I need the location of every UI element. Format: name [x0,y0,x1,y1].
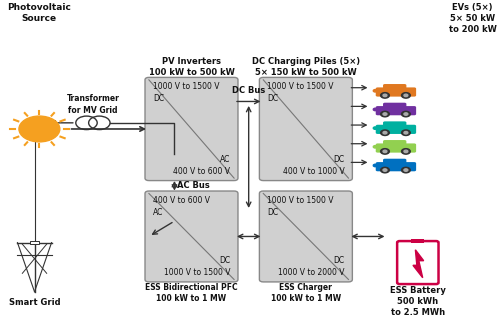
Circle shape [380,93,390,98]
Circle shape [404,132,408,134]
FancyBboxPatch shape [383,103,406,111]
FancyBboxPatch shape [376,162,416,171]
Text: ESS Battery
500 kWh
to 2.5 MWh: ESS Battery 500 kWh to 2.5 MWh [390,286,446,317]
Circle shape [374,90,377,92]
FancyBboxPatch shape [383,84,406,92]
FancyBboxPatch shape [383,159,406,167]
Circle shape [374,127,377,129]
Text: 400 V to 600 V
AC: 400 V to 600 V AC [153,196,210,217]
Text: Smart Grid: Smart Grid [8,298,60,307]
Circle shape [383,150,387,152]
Text: Photovoltaic
Source: Photovoltaic Source [8,3,72,23]
Circle shape [374,145,377,148]
Text: DC
1000 V to 2000 V: DC 1000 V to 2000 V [278,256,344,277]
Circle shape [380,167,390,173]
Circle shape [380,130,390,135]
Text: ESS Bidirectional PFC
100 kW to 1 MW: ESS Bidirectional PFC 100 kW to 1 MW [145,282,238,303]
Circle shape [404,150,408,152]
Text: DC
400 V to 1000 V: DC 400 V to 1000 V [283,155,344,176]
Circle shape [402,93,410,98]
FancyBboxPatch shape [145,77,238,181]
Text: 1000 V to 1500 V
DC: 1000 V to 1500 V DC [267,196,334,217]
Circle shape [383,94,387,97]
Bar [412,239,424,243]
Circle shape [402,111,410,117]
Circle shape [380,149,390,154]
FancyBboxPatch shape [376,143,416,152]
Circle shape [404,169,408,171]
FancyBboxPatch shape [260,77,352,181]
Text: Transformer
for MV Grid: Transformer for MV Grid [66,94,120,115]
Text: EVs (5×)
5× 50 kW
to 200 kW: EVs (5×) 5× 50 kW to 200 kW [448,3,496,34]
FancyBboxPatch shape [397,241,438,284]
Text: PV Inverters
100 kW to 500 kW: PV Inverters 100 kW to 500 kW [148,57,234,77]
Circle shape [374,164,377,167]
Polygon shape [413,250,424,278]
FancyBboxPatch shape [383,140,406,148]
FancyBboxPatch shape [376,106,416,115]
Bar [30,241,40,244]
Text: DC Charging Piles (5×)
5× 150 kW to 500 kW: DC Charging Piles (5×) 5× 150 kW to 500 … [252,57,360,77]
FancyBboxPatch shape [376,125,416,134]
Text: DC Bus: DC Bus [232,86,266,95]
Text: 1000 V to 1500 V
DC: 1000 V to 1500 V DC [267,82,334,103]
Text: 1000 V to 1500 V
DC: 1000 V to 1500 V DC [153,82,220,103]
Circle shape [402,149,410,154]
Circle shape [402,130,410,135]
Text: AC
400 V to 600 V: AC 400 V to 600 V [173,155,230,176]
FancyBboxPatch shape [383,121,406,129]
Circle shape [19,116,60,142]
Circle shape [374,108,377,111]
FancyBboxPatch shape [376,87,416,97]
Circle shape [404,94,408,97]
Text: AC Bus: AC Bus [177,181,210,190]
Circle shape [383,169,387,171]
FancyBboxPatch shape [260,191,352,282]
Circle shape [380,111,390,117]
Circle shape [404,113,408,115]
Text: ESS Charger
100 kW to 1 MW: ESS Charger 100 kW to 1 MW [271,282,341,303]
Circle shape [402,167,410,173]
Circle shape [383,113,387,115]
Circle shape [383,132,387,134]
FancyBboxPatch shape [145,191,238,282]
Text: DC
1000 V to 1500 V: DC 1000 V to 1500 V [164,256,230,277]
